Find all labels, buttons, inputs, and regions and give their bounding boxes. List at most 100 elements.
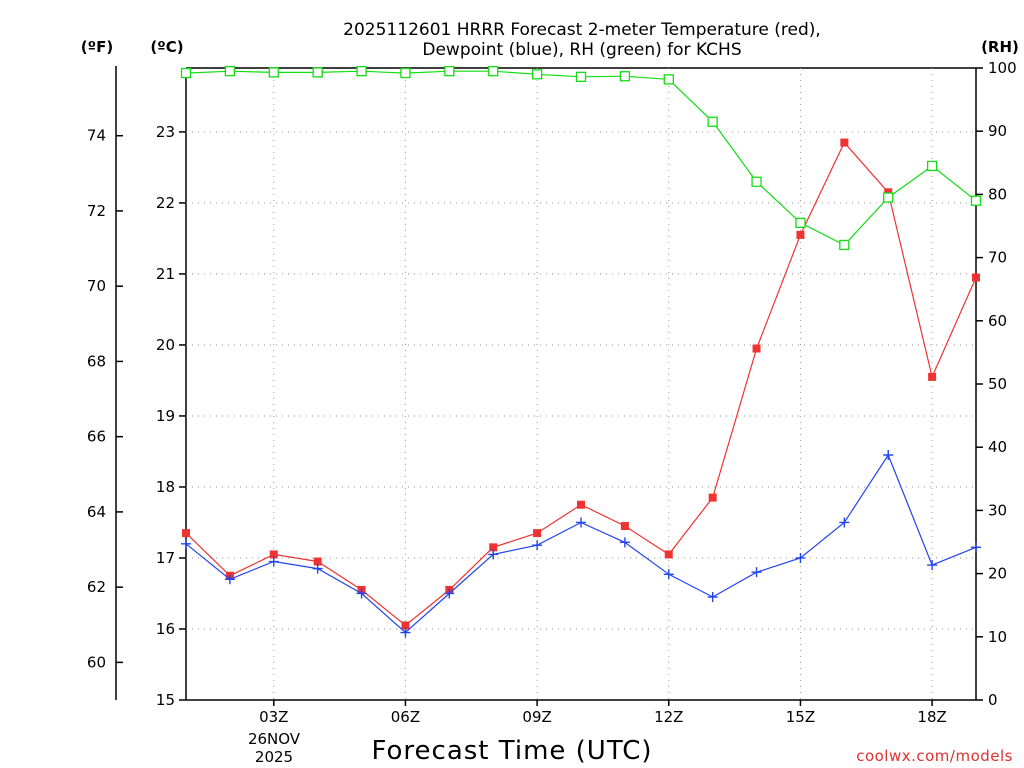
relative-humidity-point: [970, 195, 982, 206]
rh-tick-label: 40: [988, 438, 1007, 456]
dewpoint-point: [268, 556, 279, 567]
x-tick-label: 15Z: [786, 708, 815, 726]
rh-tick-label: 80: [988, 185, 1007, 203]
dewpoint-point: [224, 574, 235, 585]
relative-humidity-point: [751, 176, 762, 187]
relative-humidity-point: [356, 66, 367, 77]
celsius-unit-label: (ºC): [150, 38, 183, 56]
rh-tick-label: 0: [988, 691, 998, 709]
temperature-point: [664, 550, 673, 559]
dewpoint-point: [619, 537, 630, 548]
relative-humidity-point: [180, 67, 192, 79]
dewpoint-point: [400, 627, 411, 638]
fahrenheit-tick-label: 66: [87, 428, 106, 446]
credit-link[interactable]: coolwx.com/models: [856, 747, 1013, 765]
relative-humidity-point: [312, 67, 323, 78]
dewpoint-point: [795, 552, 806, 563]
rh-tick-label: 30: [988, 501, 1007, 519]
celsius-tick-label: 17: [156, 549, 175, 567]
temperature-point: [313, 557, 322, 566]
relative-humidity-point: [663, 74, 674, 85]
rh-tick-label: 100: [988, 59, 1017, 77]
relative-humidity-point: [488, 66, 499, 77]
relative-humidity-point: [839, 239, 850, 251]
relative-humidity-point: [619, 71, 631, 82]
grid-layer: [186, 68, 976, 700]
dewpoint-point: [356, 588, 367, 599]
relative-humidity-point: [707, 116, 718, 127]
relative-humidity-point: [531, 69, 543, 80]
relative-humidity-point: [444, 66, 455, 77]
temperature-point: [401, 621, 410, 630]
rh-tick-label: 70: [988, 249, 1007, 267]
celsius-tick-label: 21: [156, 265, 175, 283]
temperature-point: [840, 138, 849, 147]
dewpoint-point: [707, 592, 718, 603]
temperature-point: [708, 493, 717, 502]
fahrenheit-tick-label: 62: [87, 578, 106, 596]
temperature-line: [185, 141, 977, 627]
x-tick-label: 03Z: [259, 708, 288, 726]
rh-tick-label: 10: [988, 628, 1007, 646]
celsius-tick-label: 18: [156, 478, 175, 496]
dewpoint-point: [751, 567, 762, 578]
temperature-point: [533, 529, 542, 538]
rh-tick-label: 20: [988, 565, 1007, 583]
relative-humidity-point: [400, 67, 411, 79]
temperature-point: [796, 230, 805, 239]
relative-humidity-point: [883, 192, 894, 203]
chart-title-line-2: Dewpoint (blue), RH (green) for KCHS: [422, 40, 741, 60]
celsius-tick-label: 15: [156, 691, 175, 709]
fahrenheit-tick-label: 64: [87, 503, 106, 521]
celsius-tick-label: 23: [156, 123, 175, 141]
temperature-point: [620, 522, 629, 531]
date-label-day: 26NOV: [248, 730, 301, 748]
dewpoint-point: [181, 538, 191, 549]
dewpoint-point: [532, 540, 543, 551]
fahrenheit-tick-label: 72: [87, 202, 106, 220]
temperature-point: [182, 529, 190, 538]
dewpoint-point: [444, 588, 455, 599]
temperature-point: [972, 273, 980, 282]
rh-unit-label: (RH): [981, 38, 1019, 56]
chart-title-line-1: 2025112601 HRRR Forecast 2-meter Tempera…: [343, 20, 821, 40]
relative-humidity-point: [575, 71, 587, 82]
celsius-tick-label: 16: [156, 620, 175, 638]
relative-humidity-point: [268, 67, 279, 78]
x-axis-title: Forecast Time (UTC): [371, 736, 652, 766]
x-tick-label: 18Z: [917, 708, 946, 726]
axis-layer: 03Z 06Z 09Z 12Z 15Z 18Z 15 16 17 18 19 20 21 22 23 60 62…: [87, 59, 1017, 726]
relative-humidity-point: [224, 66, 236, 77]
fahrenheit-tick-label: 74: [87, 127, 106, 145]
series-layer: [180, 66, 982, 638]
temperature-point: [884, 188, 893, 197]
fahrenheit-unit-label: (ºF): [81, 38, 113, 56]
temperature-point: [489, 543, 498, 552]
relative-humidity-point: [926, 160, 938, 172]
dewpoint-point: [663, 569, 674, 580]
fahrenheit-tick-label: 60: [87, 653, 106, 671]
celsius-tick-label: 22: [156, 194, 175, 212]
dewpoint-point: [971, 542, 981, 553]
temperature-point: [269, 550, 278, 559]
dewpoint-point: [312, 563, 323, 574]
rh-tick-label: 60: [988, 312, 1007, 330]
temperature-point: [577, 500, 585, 509]
relative-humidity-point: [795, 217, 806, 228]
celsius-tick-label: 20: [156, 336, 175, 354]
x-tick-label: 09Z: [522, 708, 551, 726]
dewpoint-point: [488, 549, 499, 560]
x-tick-label: 12Z: [654, 708, 683, 726]
temperature-point: [752, 344, 761, 353]
fahrenheit-tick-label: 70: [87, 277, 106, 295]
dewpoint-point: [839, 517, 850, 528]
dewpoint-line: [185, 453, 977, 634]
temperature-point: [928, 372, 937, 381]
dewpoint-point: [576, 517, 586, 528]
dewpoint-point: [883, 450, 894, 461]
dewpoint-point: [927, 560, 938, 571]
fahrenheit-tick-label: 68: [87, 352, 106, 370]
celsius-tick-label: 19: [156, 407, 175, 425]
date-label-year: 2025: [255, 748, 293, 766]
